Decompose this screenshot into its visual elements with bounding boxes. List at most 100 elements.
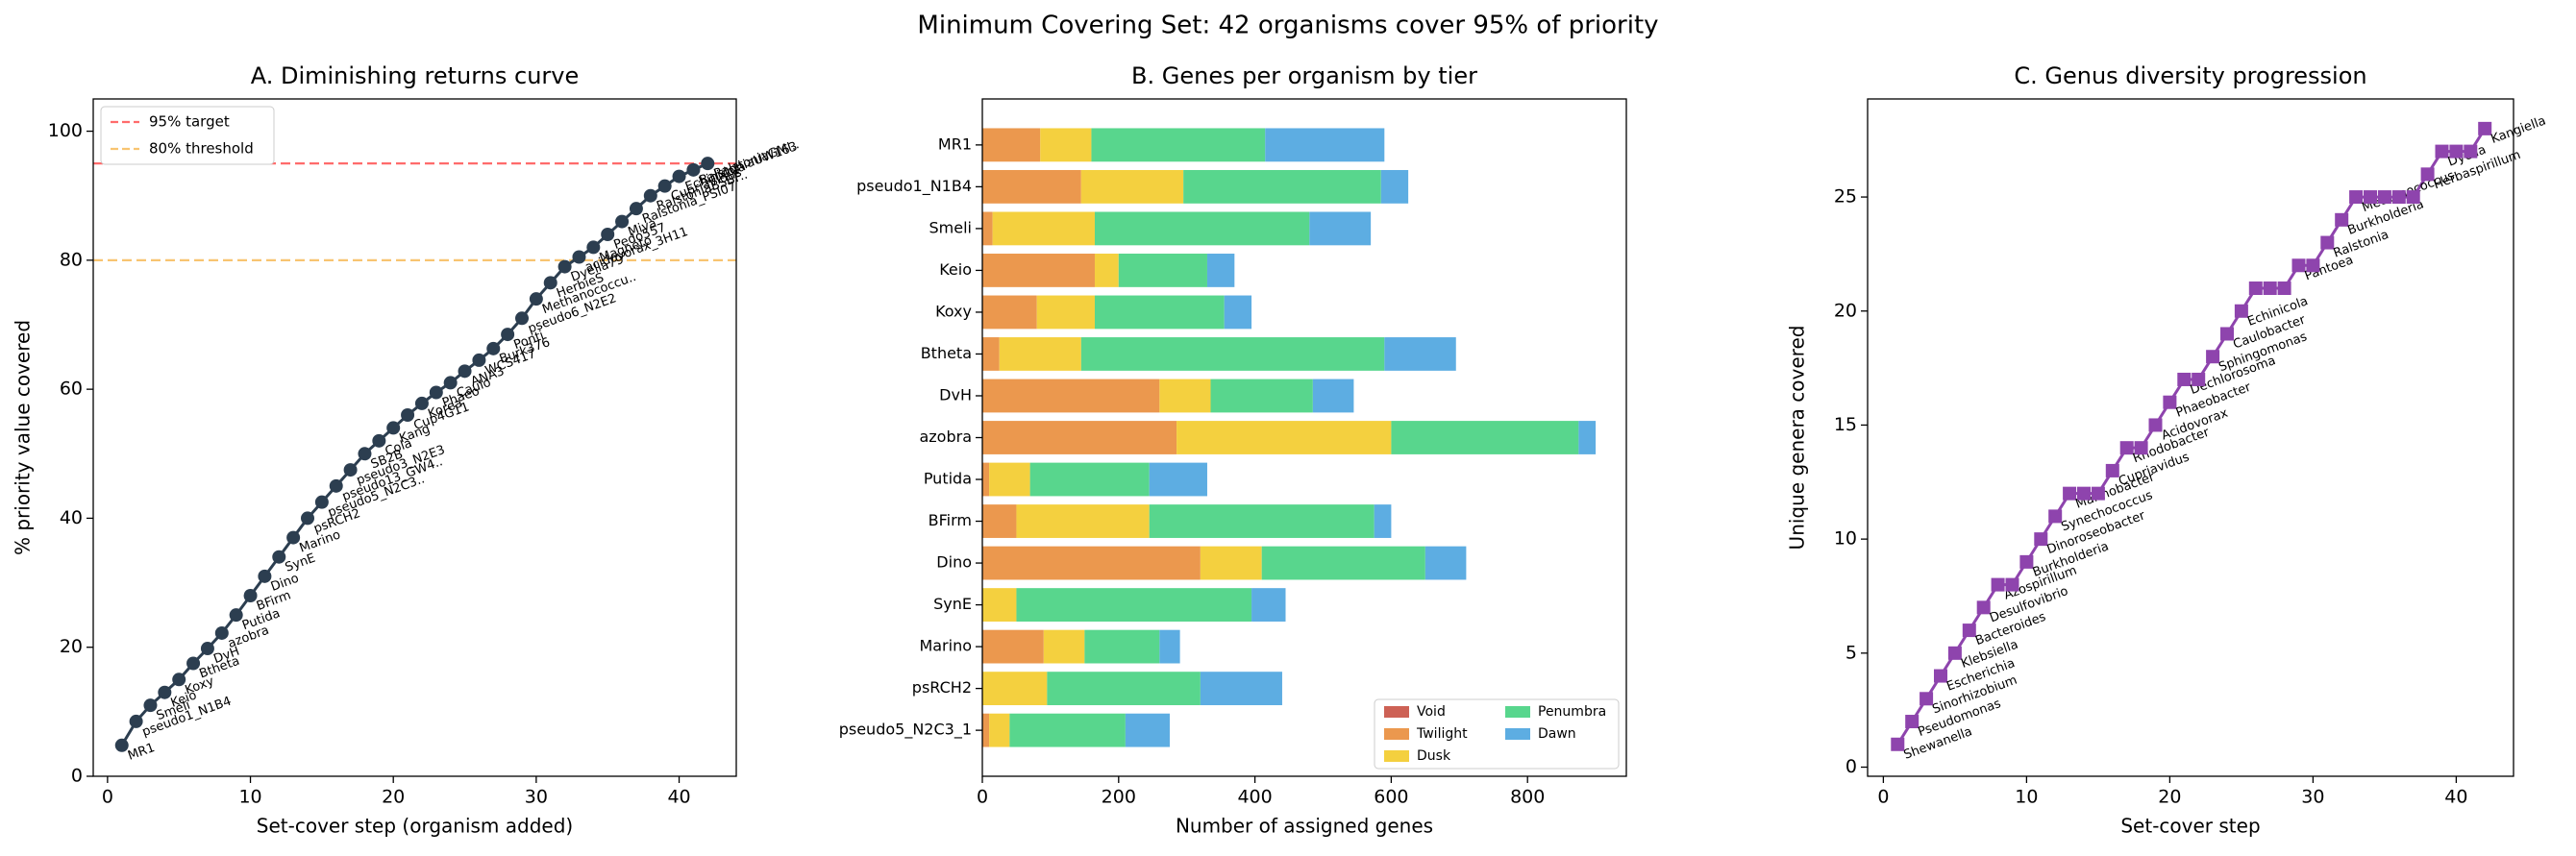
bar-segment [982, 588, 1017, 622]
point-marker [458, 364, 472, 379]
bar-segment [982, 379, 1160, 413]
point-marker [158, 685, 172, 699]
point-marker [401, 408, 415, 422]
x-axis-label: Set-cover step (organism added) [257, 815, 573, 838]
bar-segment [982, 672, 1048, 706]
figure-title: Minimum Covering Set: 42 organisms cover… [917, 12, 1658, 40]
x-tick-label: 0 [102, 787, 113, 808]
y-tick-label: pseudo5_N2C3_1 [839, 721, 972, 740]
y-tick-label: 0 [1845, 756, 1857, 777]
point-marker [686, 162, 701, 177]
panel-title: A. Diminishing returns curve [251, 62, 580, 89]
point-marker [2119, 441, 2134, 455]
point-marker [1933, 669, 1947, 683]
y-tick-label: Putida [924, 470, 972, 488]
y-tick-label: 15 [1834, 414, 1857, 435]
y-tick-label: azobra [919, 428, 972, 446]
y-axis-label: % priority value covered [12, 320, 35, 555]
bar-segment [982, 128, 1041, 162]
point-marker [2349, 190, 2364, 205]
legend-label: Dusk [1417, 748, 1451, 764]
point-marker [657, 179, 672, 193]
bar-segment [992, 211, 1095, 246]
bar-segment [982, 546, 1201, 580]
point-marker [143, 698, 158, 713]
point-marker [515, 311, 529, 326]
y-tick-label: 5 [1845, 642, 1857, 663]
bar-segment [1312, 379, 1354, 413]
y-tick-label: 40 [60, 507, 83, 528]
y-tick-label: 20 [1834, 300, 1857, 321]
point-marker [572, 250, 586, 264]
bar-segment [1200, 672, 1282, 706]
bar-segment [982, 211, 993, 246]
bar-segment [1125, 713, 1170, 747]
point-marker [2177, 372, 2192, 386]
legend-swatch [1384, 706, 1409, 718]
point-marker [429, 385, 443, 400]
legend-swatch [1505, 728, 1530, 740]
point-marker [214, 625, 229, 640]
bar-segment [1424, 546, 1467, 580]
point-marker [243, 589, 258, 602]
legend-label: Dawn [1538, 726, 1576, 742]
point-marker [2234, 304, 2248, 318]
y-tick-label: MR1 [938, 135, 972, 153]
point-marker [2091, 486, 2105, 501]
bar-segment [1384, 337, 1456, 371]
legend-swatch [1384, 750, 1409, 762]
point-marker [615, 214, 630, 229]
point-marker [301, 511, 314, 526]
point-marker [2206, 350, 2220, 364]
y-tick-label: pseudo1_N1B4 [856, 177, 972, 196]
point-marker [258, 569, 272, 583]
bar-segment [1016, 588, 1252, 622]
point-marker [358, 447, 372, 461]
point-marker [129, 714, 143, 728]
bar-segment [1380, 169, 1409, 204]
point-marker [2005, 577, 2019, 592]
point-marker [2391, 190, 2406, 205]
bar-segment [1118, 254, 1207, 287]
bar-segment [1149, 462, 1207, 497]
point-marker [443, 376, 458, 390]
y-tick-label: 100 [48, 120, 83, 141]
y-tick-label: 60 [60, 379, 83, 400]
legend-label: 95% target [149, 113, 230, 131]
point-marker [2277, 281, 2291, 296]
y-tick-label: Koxy [935, 302, 972, 320]
point-marker [2163, 395, 2177, 409]
bar-segment [999, 337, 1081, 371]
legend-label: Void [1417, 704, 1446, 720]
axes-frame [92, 98, 737, 777]
panel-title: B. Genes per organism by tier [1131, 62, 1477, 89]
point-marker [2148, 418, 2163, 432]
point-marker [272, 550, 286, 564]
x-tick-label: 20 [2158, 787, 2181, 808]
bar-segment [1578, 421, 1597, 454]
y-tick-label: psRCH2 [912, 678, 972, 697]
y-tick-label: Dino [936, 553, 972, 572]
point-marker [2464, 144, 2478, 159]
bar-segment [1265, 128, 1385, 162]
x-tick-label: 400 [1237, 787, 1272, 808]
bar-segment [1080, 169, 1184, 204]
bar-segment [1036, 295, 1095, 330]
bar-segment [1084, 629, 1160, 664]
point-marker [2478, 121, 2492, 135]
bar-segment [982, 254, 1095, 287]
bar-segment [982, 295, 1037, 330]
x-tick-label: 10 [2015, 787, 2038, 808]
bar-segment [1261, 546, 1425, 580]
point-marker [2192, 372, 2206, 386]
point-marker [2034, 532, 2048, 547]
bar-segment [989, 713, 1010, 747]
bar-segment [1094, 254, 1119, 287]
point-marker [2105, 463, 2119, 477]
x-tick-label: 40 [2444, 787, 2467, 808]
y-tick-label: 80 [60, 249, 83, 270]
bar-segment [1016, 504, 1150, 538]
y-tick-label: Smeli [929, 218, 972, 236]
point-marker [586, 240, 601, 255]
